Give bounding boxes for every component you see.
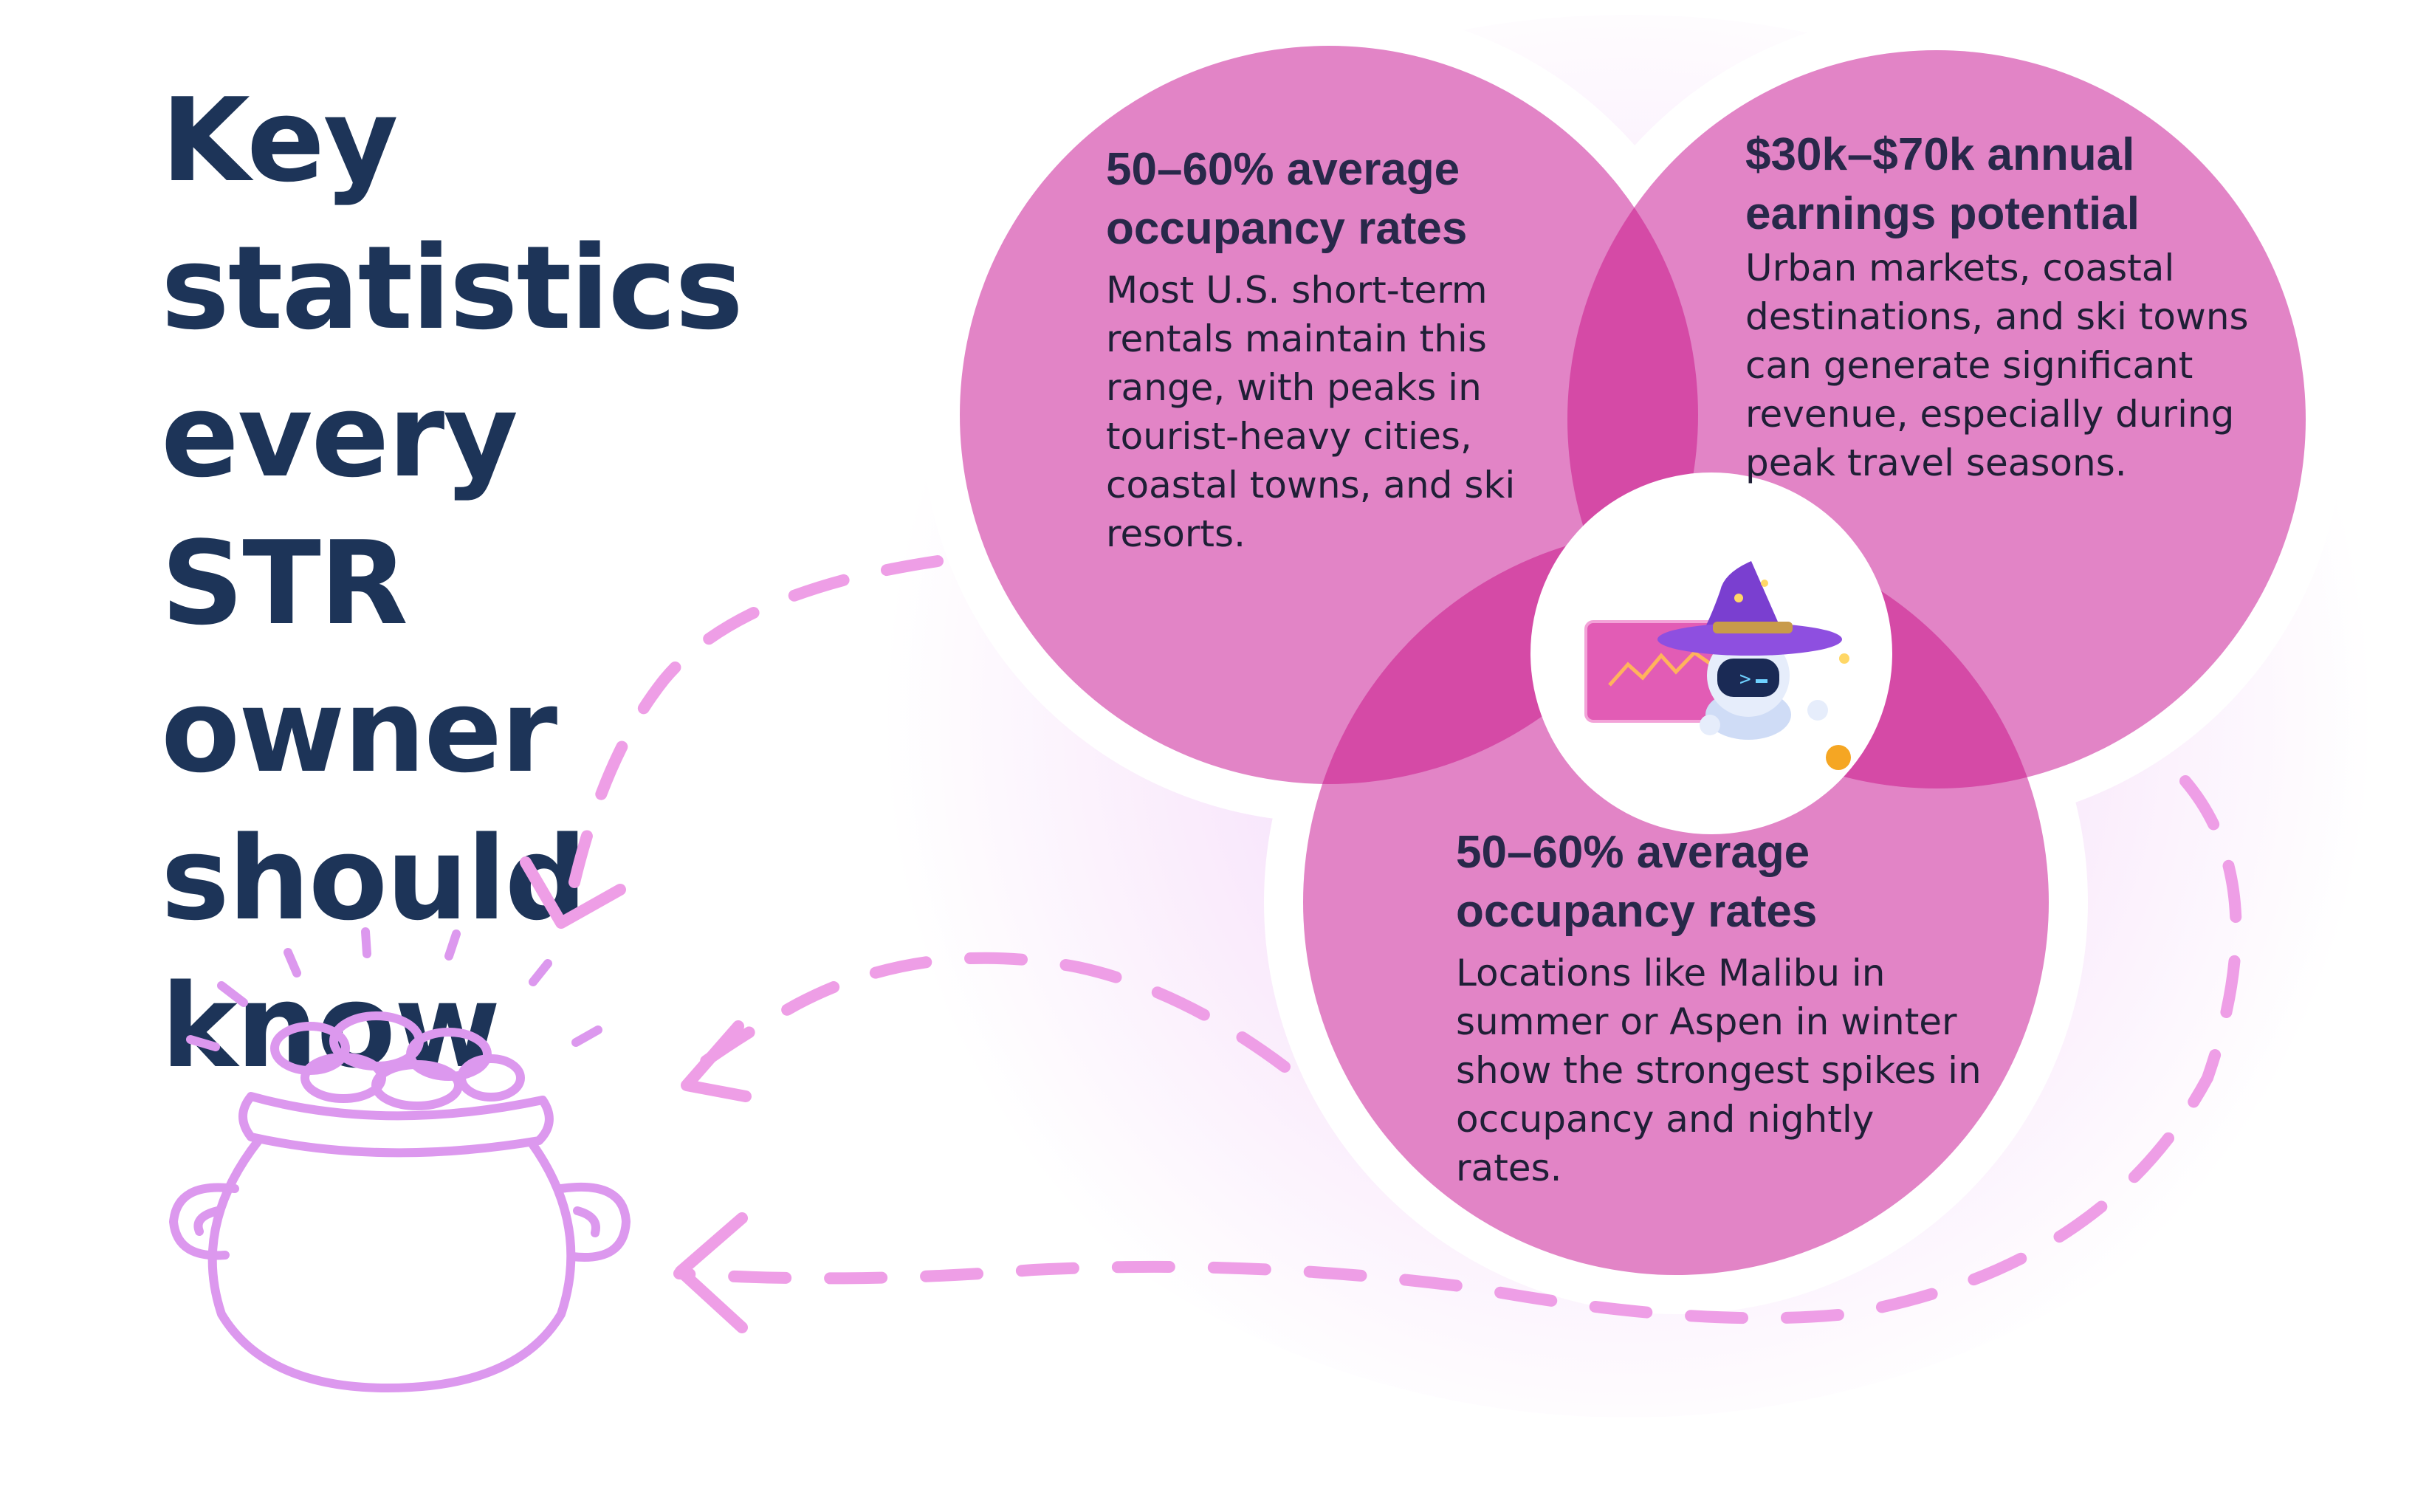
- stat-card-2: $30k–$70k annual earnings potential Urba…: [1745, 126, 2292, 487]
- pot-of-gold-icon: [169, 927, 631, 1392]
- stat-heading: 50–60% average occupancy rates: [1456, 827, 1818, 937]
- stat-body: Urban markets, coastal destinations, and…: [1745, 247, 2249, 484]
- stat-heading: $30k–$70k annual earnings potential: [1745, 129, 2140, 239]
- dashed-arrow-icon: [568, 555, 2242, 1324]
- stat-card-3: 50–60% average occupancy rates Locations…: [1456, 823, 1987, 1192]
- overlap-1-3: [1303, 529, 1698, 784]
- wizard-robot-chart-icon: >: [1584, 561, 1851, 770]
- arrowheads: [520, 856, 752, 1333]
- stat-body: Locations like Malibu in summer or Aspen…: [1456, 952, 1982, 1189]
- stat-card-1: 50–60% average occupancy rates Most U.S.…: [1106, 140, 1578, 558]
- svg-text:>: >: [1739, 668, 1751, 690]
- stat-heading: 50–60% average occupancy rates: [1106, 144, 1468, 254]
- stat-body: Most U.S. short-term rentals maintain th…: [1106, 269, 1516, 555]
